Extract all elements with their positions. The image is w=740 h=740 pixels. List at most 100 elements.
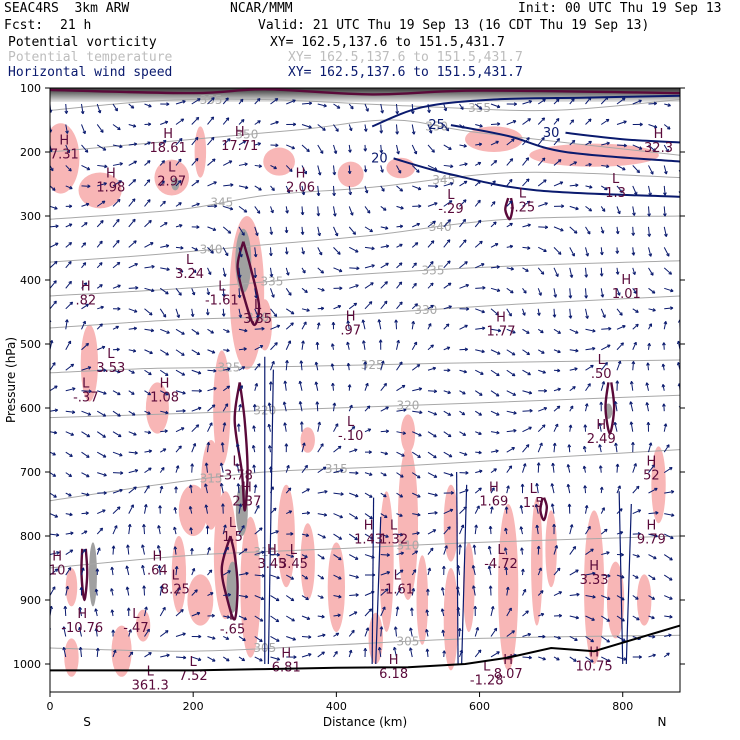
wind-vector-head [462,391,466,395]
wind-vector-head [84,222,88,226]
wind-vector-head [159,585,164,589]
wind-vector-head [536,462,541,466]
extremum-low: L8.25 [161,569,190,598]
wind-vector-head [671,513,675,517]
wind-vector-head [244,594,249,599]
wind-vector [81,282,88,289]
wind-vector [569,349,579,352]
wind-vector-head [686,614,689,617]
wind-vector-head [365,382,369,387]
wind-vector-head [542,370,546,374]
wind-vector [585,247,589,257]
wind-vector-head [528,100,533,104]
wind-vector-head [598,444,602,448]
wind-vector [268,445,271,453]
wind-vector [283,401,287,412]
extremum-value: 1.43 [354,533,383,548]
wind-vector [616,185,623,193]
wind-vector [380,262,389,269]
wind-vector-head [571,139,576,144]
wind-vector-head [261,550,265,555]
wind-vector [301,442,305,453]
wind-vector [191,116,200,125]
wind-vector-head [522,463,527,467]
wind-vector [333,165,336,175]
wind-vector-head [86,433,91,438]
wind-vector [65,223,73,228]
wind-vector [411,262,417,269]
wind-vector [317,634,326,637]
wind-vector-head [554,423,559,428]
wind-vector-head [368,608,373,612]
wind-vector-head [275,597,280,602]
wind-vector [128,349,136,352]
wind-vector-head [433,433,437,438]
wind-vector [254,363,261,371]
wind-vector [78,627,82,637]
wind-vector-head [384,514,388,518]
wind-vector [568,444,571,453]
wind-vector-head [102,509,106,513]
wind-vector [144,220,152,228]
wind-vector [600,507,605,514]
wind-vector [207,97,215,105]
wind-vector [378,647,382,658]
extremum-value: 3.35 [243,312,272,327]
wind-vector-head [286,189,291,194]
wind-vector [632,206,635,216]
wind-vector [679,493,680,494]
y-tick-label: 600 [20,402,41,415]
wind-vector-head [463,369,468,374]
wind-vector [443,239,451,248]
wind-vector [616,342,624,351]
wind-vector [270,361,275,371]
wind-vector-head [527,371,531,376]
wind-vector [427,202,438,207]
wind-vector [427,144,435,153]
wind-vector-head [224,403,229,407]
wind-vector [349,554,359,560]
fcst-label: Fcst: [4,18,44,33]
extremum-type: H [235,125,245,140]
wind-vector-head [239,98,244,103]
wind-vector-head [257,120,261,124]
wind-vector [506,287,514,294]
wind-vector [349,448,358,453]
wind-vector [380,513,388,518]
wind-vector [396,262,403,269]
wind-vector [301,574,308,580]
wind-vector [175,445,182,453]
theta-contour-label: 310 [397,539,420,553]
wind-vector [65,363,74,371]
wind-vector-head [631,232,636,236]
wind-vector [411,341,418,351]
wind-vector-head [147,199,151,203]
wind-vector-head [670,490,675,494]
wind-vector-head [412,569,417,573]
wind-vector-head [95,647,100,652]
wind-vector-head [511,138,515,142]
extremum-value: 1.98 [96,181,125,196]
wind-vector [600,247,603,255]
wind-vector [427,220,436,228]
wind-vector [490,468,497,474]
wind-vector [236,463,240,473]
wind-vector-head [304,575,309,580]
wind-vector [443,144,452,150]
y-tick-label: 800 [20,530,41,543]
wind-vector [144,628,150,637]
wind-vector-head [112,649,117,654]
wind-vector [506,410,517,414]
wind-vector-head [338,556,342,561]
wind-vector [536,525,539,535]
wind-vector [459,261,468,269]
wind-vector [317,226,321,236]
wind-vector [348,124,353,131]
wind-vector-head [78,646,83,651]
extremum-type: L [82,377,90,392]
wind-vector-head [648,323,653,327]
wind-vector-head [117,506,121,510]
extremum-low: L-1.61 [205,279,239,308]
wind-vector-head [664,171,668,175]
wind-vector [254,484,257,494]
